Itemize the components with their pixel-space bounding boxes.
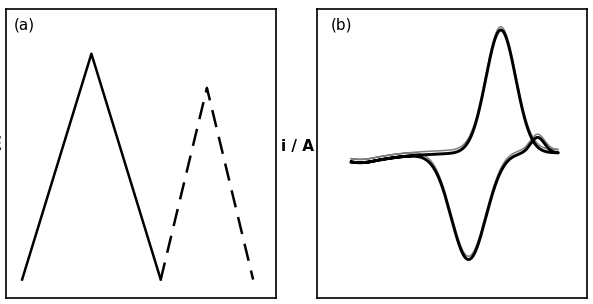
Y-axis label: i / A: i / A: [281, 139, 314, 154]
Text: (b): (b): [330, 18, 352, 33]
Text: (a): (a): [14, 18, 35, 33]
Y-axis label: E: E: [0, 134, 1, 154]
